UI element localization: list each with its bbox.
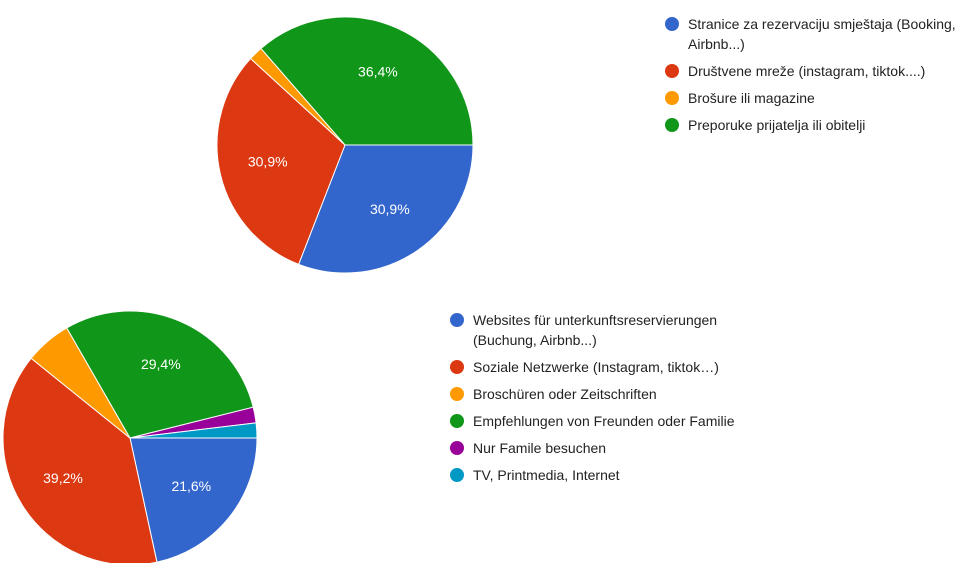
legend-item: Websites für unterkunftsreservierungen (… <box>450 310 780 350</box>
slice-label: 36,4% <box>358 63 398 79</box>
legend-item: Soziale Netzwerke (Instagram, tiktok…) <box>450 357 780 377</box>
slice-label: 29,4% <box>141 356 181 372</box>
legend-swatch <box>665 17 679 31</box>
legend-label: Soziale Netzwerke (Instagram, tiktok…) <box>473 359 719 375</box>
legend: Stranice za rezervaciju smještaja (Booki… <box>665 14 970 142</box>
pie-slice <box>297 144 474 274</box>
legend-item: Empfehlungen von Freunden oder Familie <box>450 411 780 431</box>
pie-slice <box>66 310 254 439</box>
legend-item: Društvene mreže (instagram, tiktok....) <box>665 61 970 81</box>
legend-label: Stranice za rezervaciju smještaja (Booki… <box>688 16 956 52</box>
legend-label: Nur Famile besuchen <box>473 440 607 456</box>
legend-label: Broschüren oder Zeitschriften <box>473 386 657 402</box>
pie-slice <box>260 16 474 146</box>
legend-label: Preporuke prijatelja ili obitelji <box>688 117 866 133</box>
slice-label: 30,9% <box>248 154 288 170</box>
legend-item: Stranice za rezervaciju smještaja (Booki… <box>665 14 970 54</box>
legend-swatch <box>665 91 679 105</box>
pie-slice <box>129 437 258 563</box>
pie-slice <box>216 57 346 265</box>
legend-swatch <box>665 64 679 78</box>
legend-swatch <box>450 441 464 455</box>
legend-label: Brošure ili magazine <box>688 90 815 106</box>
slice-label: 30,9% <box>370 201 410 217</box>
slice-label: 39,2% <box>43 470 83 486</box>
pie-slice <box>129 422 258 439</box>
legend: Websites für unterkunftsreservierungen (… <box>450 310 780 492</box>
legend-swatch <box>665 118 679 132</box>
pie-slice <box>2 357 158 563</box>
legend-swatch <box>450 313 464 327</box>
slice-label: 21,6% <box>171 478 211 494</box>
legend-item: Nur Famile besuchen <box>450 438 780 458</box>
legend-item: TV, Printmedia, Internet <box>450 465 780 485</box>
legend-label: Društvene mreže (instagram, tiktok....) <box>688 63 926 79</box>
legend-swatch <box>450 468 464 482</box>
legend-label: TV, Printmedia, Internet <box>473 467 620 483</box>
legend-swatch <box>450 387 464 401</box>
legend-item: Preporuke prijatelja ili obitelji <box>665 115 970 135</box>
legend-item: Broschüren oder Zeitschriften <box>450 384 780 404</box>
legend-swatch <box>450 414 464 428</box>
legend-item: Brošure ili magazine <box>665 88 970 108</box>
legend-label: Websites für unterkunftsreservierungen (… <box>473 312 718 348</box>
legend-swatch <box>450 360 464 374</box>
legend-label: Empfehlungen von Freunden oder Familie <box>473 413 735 429</box>
